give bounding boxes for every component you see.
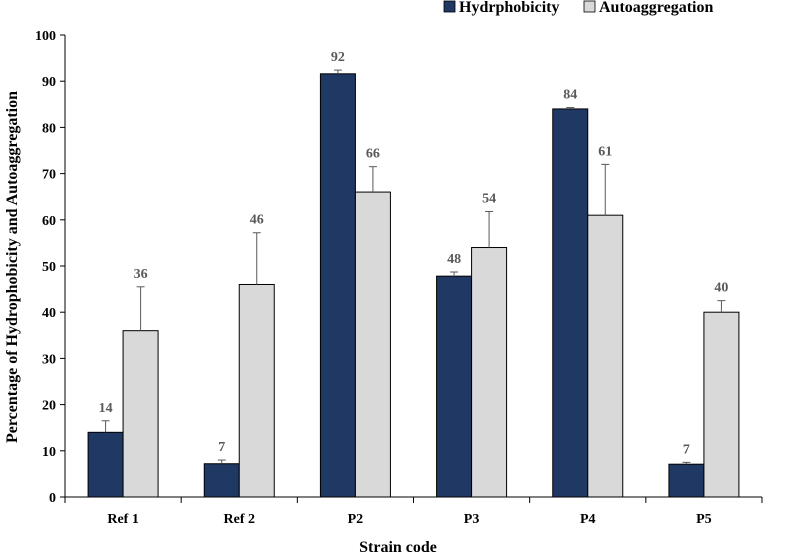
- bar-hydrphobicity: [436, 275, 473, 498]
- bar-autoaggregation: [354, 191, 391, 498]
- data-label: 7: [218, 440, 225, 455]
- data-labels: 14 7 92 48 84 7 36 46 66 54 61 40: [99, 50, 729, 457]
- bar-hydrphobicity: [203, 463, 240, 498]
- legend: Hydrphobicity Autoaggregation: [443, 0, 713, 16]
- legend-label-autoaggregation: Autoaggregation: [599, 0, 713, 16]
- x-tick-label: Ref 2: [224, 512, 256, 527]
- data-label: 92: [331, 50, 345, 65]
- y-axis-title: Percentage of Hydrophobicity and Autoagg…: [4, 91, 21, 443]
- y-tick-label: 50: [42, 260, 56, 275]
- bar-hydrphobicity: [668, 463, 705, 498]
- bar-hydrphobicity: [319, 73, 356, 498]
- bar-autoaggregation: [703, 311, 740, 498]
- data-label: 84: [563, 88, 577, 103]
- bar-hydrphobicity: [87, 431, 124, 498]
- data-label: 48: [447, 252, 461, 267]
- y-tick-label: 80: [42, 121, 56, 136]
- x-tick-label: P5: [696, 512, 712, 527]
- bar-autoaggregation: [122, 330, 159, 498]
- legend-swatch-autoaggregation: [583, 0, 596, 13]
- x-axis-title: Strain code: [359, 539, 437, 555]
- y-tick-label: 60: [42, 214, 56, 229]
- x-tick-label: Ref 1: [107, 512, 139, 527]
- y-tick-label: 100: [35, 29, 56, 44]
- x-tick-label: P4: [580, 512, 596, 527]
- data-label: 54: [482, 191, 496, 206]
- bar-autoaggregation: [587, 214, 624, 498]
- y-tick-label: 30: [42, 352, 56, 367]
- data-label: 46: [250, 213, 264, 228]
- legend-swatch-hydrphobicity: [443, 0, 456, 13]
- data-label: 7: [683, 442, 690, 457]
- y-tick-label: 40: [42, 306, 56, 321]
- data-label: 14: [99, 401, 113, 416]
- y-tick-label: 0: [49, 491, 56, 506]
- y-tick-label: 20: [42, 399, 56, 414]
- y-tick-label: 10: [42, 445, 56, 460]
- data-label: 40: [714, 281, 728, 296]
- x-tick-label: P3: [464, 512, 480, 527]
- x-tick-label: P2: [348, 512, 364, 527]
- axes: 0 10 20 30 40 50 60 70 80 90 100 Ref 1 Ref 2 P2 P3 P4 P5: [35, 29, 763, 527]
- bar-autoaggregation: [238, 283, 275, 498]
- data-label: 61: [598, 144, 612, 159]
- y-tick-label: 70: [42, 168, 56, 183]
- legend-label-hydrphobicity: Hydrphobicity: [459, 0, 559, 16]
- bars: [87, 69, 740, 498]
- bar-hydrphobicity: [552, 108, 589, 498]
- data-label: 66: [366, 147, 380, 162]
- data-label: 36: [134, 267, 148, 282]
- bar-autoaggregation: [471, 247, 508, 498]
- y-tick-label: 90: [42, 75, 56, 90]
